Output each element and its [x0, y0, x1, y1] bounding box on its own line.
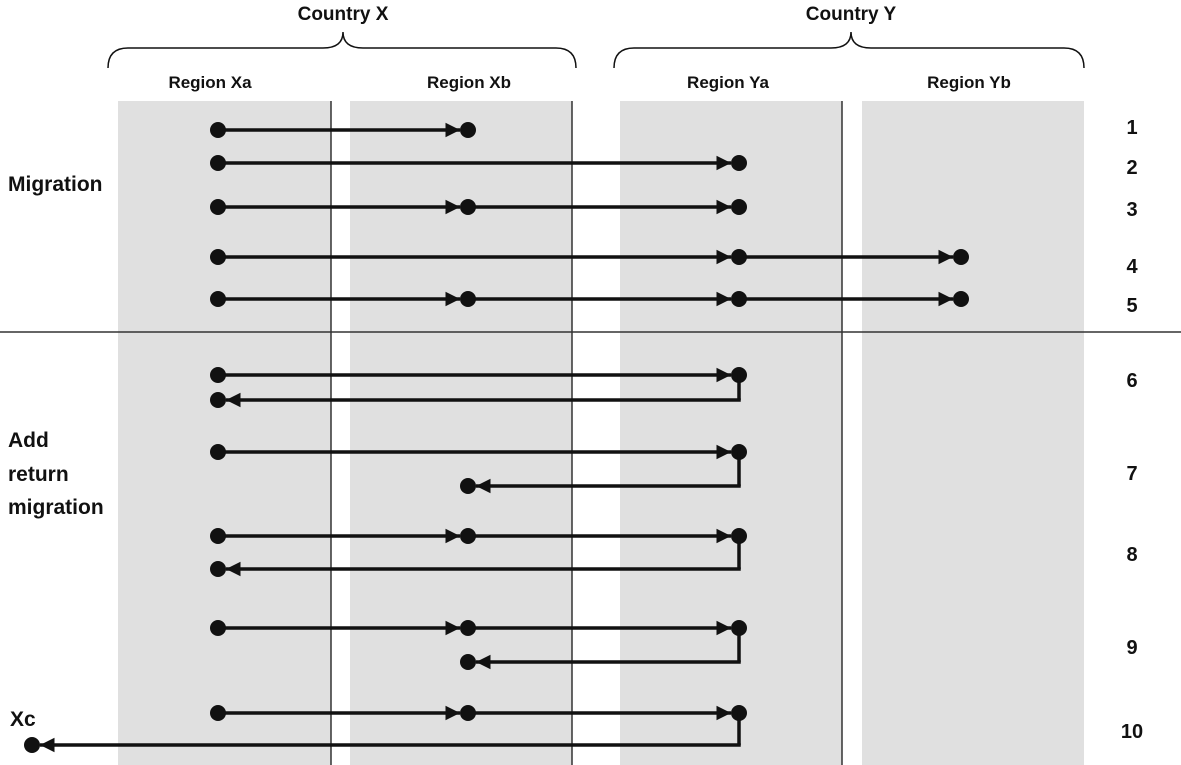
- row-number-6: 6: [1126, 370, 1137, 392]
- section-return-label-line2: return: [8, 463, 69, 486]
- row-number-3: 3: [1126, 199, 1137, 221]
- region-band-ya: [620, 101, 842, 765]
- flow-5-node-xb: [460, 291, 476, 307]
- flow-8-node-xa: [210, 528, 226, 544]
- row-number-7: 7: [1126, 463, 1137, 485]
- country-x-label: Country X: [298, 4, 389, 25]
- flow-3-node-xa: [210, 199, 226, 215]
- row-number-2: 2: [1126, 157, 1137, 179]
- flow-5-node-xa: [210, 291, 226, 307]
- region-xb-label: Region Xb: [427, 73, 511, 92]
- region-band-yb: [862, 101, 1084, 765]
- row-number-10: 10: [1121, 721, 1143, 743]
- flow-10-node-xb: [460, 705, 476, 721]
- country-y-label: Country Y: [806, 4, 897, 25]
- flow-7-return-node-xb: [460, 478, 476, 494]
- flow-4-node-xa: [210, 249, 226, 265]
- region-band-xa: [118, 101, 331, 765]
- xc-label: Xc: [10, 708, 36, 731]
- flow-1-node-xa: [210, 122, 226, 138]
- region-ya-label: Region Ya: [687, 73, 769, 92]
- region-xa-label: Region Xa: [168, 73, 252, 92]
- flow-10-return-node-xc: [24, 737, 40, 753]
- flow-3-node-ya: [731, 199, 747, 215]
- flow-6-node-xa: [210, 367, 226, 383]
- flow-5-node-yb: [953, 291, 969, 307]
- flow-4-node-yb: [953, 249, 969, 265]
- flow-9-return-node-xb: [460, 654, 476, 670]
- flow-2-node-ya: [731, 155, 747, 171]
- flow-1-node-xb: [460, 122, 476, 138]
- section-migration-label: Migration: [8, 173, 103, 196]
- flow-8-node-xb: [460, 528, 476, 544]
- section-return-label-line1: Add: [8, 429, 49, 452]
- row-number-9: 9: [1126, 637, 1137, 659]
- flow-8-return-node-xa: [210, 561, 226, 577]
- row-number-8: 8: [1126, 544, 1137, 566]
- flow-10-node-xa: [210, 705, 226, 721]
- row-number-4: 4: [1126, 256, 1138, 278]
- country-y-brace: [613, 31, 1085, 69]
- row-number-5: 5: [1126, 295, 1137, 317]
- country-x-brace: [107, 31, 577, 69]
- flow-7-node-xa: [210, 444, 226, 460]
- flow-4-node-ya: [731, 249, 747, 265]
- flow-3-node-xb: [460, 199, 476, 215]
- flow-9-node-xa: [210, 620, 226, 636]
- flow-9-node-xb: [460, 620, 476, 636]
- migration-flows: [24, 122, 969, 753]
- region-band-xb: [350, 101, 572, 765]
- flow-2-node-xa: [210, 155, 226, 171]
- section-return-label-line3: migration: [8, 496, 104, 519]
- region-yb-label: Region Yb: [927, 73, 1011, 92]
- flow-5-node-ya: [731, 291, 747, 307]
- flow-6-return-node-xa: [210, 392, 226, 408]
- row-number-1: 1: [1126, 117, 1137, 139]
